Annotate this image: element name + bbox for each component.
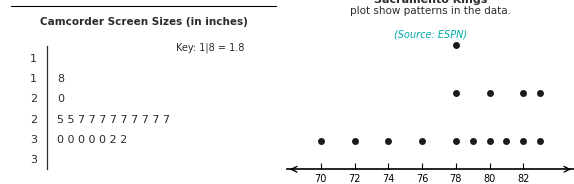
Text: 5 5 7 7 7 7 7 7 7 7 7: 5 5 7 7 7 7 7 7 7 7 7 [57,115,170,125]
Text: 0: 0 [57,94,64,104]
Text: 0 0 0 0 0 2 2: 0 0 0 0 0 2 2 [57,135,127,145]
Text: 3: 3 [30,135,37,145]
Text: 1: 1 [30,74,37,84]
Text: Key: 1|8 = 1.8: Key: 1|8 = 1.8 [176,42,244,53]
Text: 2: 2 [30,94,37,104]
Text: 2: 2 [30,115,37,125]
Title: Heights of the 2012–2013
Sacramento Kings: Heights of the 2012–2013 Sacramento King… [350,0,511,5]
Text: Camcorder Screen Sizes (in inches): Camcorder Screen Sizes (in inches) [40,17,247,26]
Text: 1: 1 [30,54,37,64]
Text: plot show patterns in the data.: plot show patterns in the data. [350,6,511,15]
Text: 3: 3 [30,155,37,165]
Text: (Source: ESPN): (Source: ESPN) [394,29,467,39]
Text: 8: 8 [57,74,64,84]
